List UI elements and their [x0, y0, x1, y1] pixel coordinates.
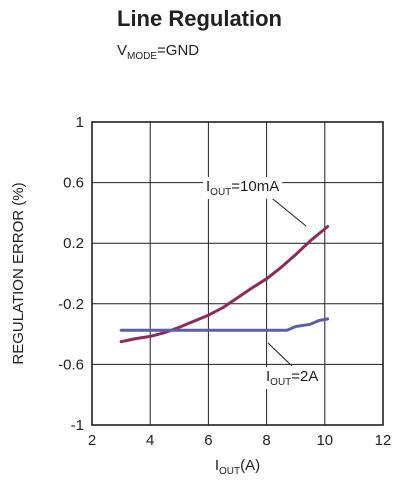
x-tick-label: 4	[146, 432, 154, 449]
series-2a-label-background	[263, 367, 322, 389]
series-10ma-label-background	[203, 177, 283, 199]
series-line-1	[119, 317, 330, 332]
y-tick-label: -0.2	[58, 296, 84, 313]
y-tick-labels: 1 0.6 0.2 -0.2 -0.6 -1	[58, 114, 84, 434]
y-tick-label: 0.2	[63, 235, 84, 252]
x-tick-label: 10	[316, 432, 333, 449]
x-tick-label: 2	[88, 432, 96, 449]
series-10ma-label: IOUT=10mA	[206, 178, 279, 198]
x-tick-label: 12	[375, 432, 392, 449]
series-10ma-leader-line	[267, 194, 307, 227]
y-axis-label: REGULATION ERROR (%)	[10, 182, 27, 364]
x-axis-label: IOUT(A)	[215, 457, 260, 477]
x-tick-label: 8	[262, 432, 270, 449]
chart-subtitle: VMODE=GND	[117, 42, 199, 62]
x-tick-label: 6	[204, 432, 212, 449]
y-tick-label: -0.6	[58, 356, 84, 373]
chart-title: Line Regulation	[117, 6, 282, 31]
x-tick-labels: 2 4 6 8 10 12	[88, 432, 392, 449]
grid-lines	[92, 122, 383, 425]
y-tick-label: 0.6	[63, 175, 84, 192]
y-tick-label: -1	[71, 417, 84, 434]
series-2a-label: IOUT=2A	[266, 368, 318, 388]
y-tick-label: 1	[76, 114, 84, 131]
series-layer	[119, 225, 330, 344]
series-2a-leader-line	[267, 342, 293, 367]
plot-frame	[91, 121, 384, 426]
series-line-0	[119, 225, 330, 344]
